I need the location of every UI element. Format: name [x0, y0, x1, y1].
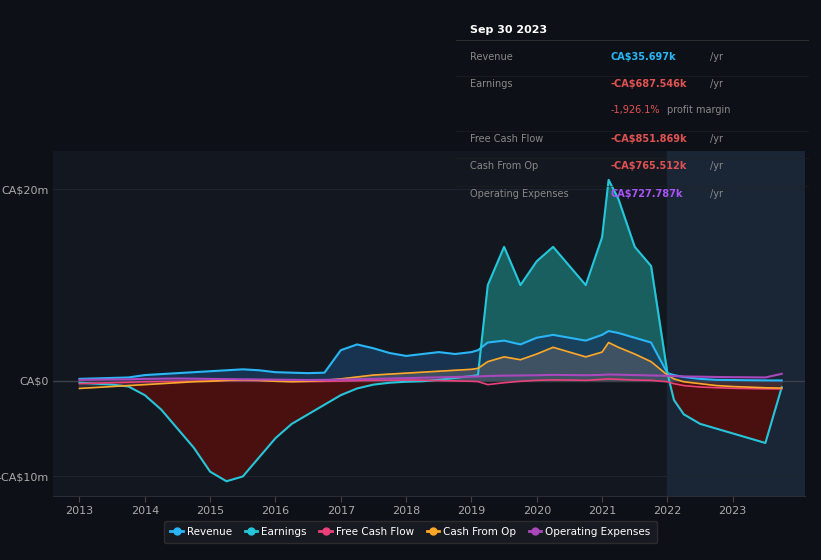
- Text: CA$727.787k: CA$727.787k: [611, 189, 684, 199]
- Text: profit margin: profit margin: [667, 105, 731, 115]
- Text: -CA$851.869k: -CA$851.869k: [611, 134, 688, 144]
- Text: Operating Expenses: Operating Expenses: [470, 189, 568, 199]
- Text: /yr: /yr: [710, 189, 722, 199]
- Text: Revenue: Revenue: [470, 52, 512, 62]
- Bar: [667, 151, 805, 496]
- Text: /yr: /yr: [710, 134, 722, 144]
- Legend: Revenue, Earnings, Free Cash Flow, Cash From Op, Operating Expenses: Revenue, Earnings, Free Cash Flow, Cash …: [164, 521, 657, 543]
- Text: -1,926.1%: -1,926.1%: [611, 105, 660, 115]
- Text: /yr: /yr: [710, 79, 722, 88]
- Text: Cash From Op: Cash From Op: [470, 161, 538, 171]
- Text: Earnings: Earnings: [470, 79, 512, 88]
- Text: /yr: /yr: [710, 161, 722, 171]
- Text: Sep 30 2023: Sep 30 2023: [470, 25, 547, 35]
- Text: -CA$687.546k: -CA$687.546k: [611, 79, 687, 88]
- Text: CA$35.697k: CA$35.697k: [611, 52, 677, 62]
- Text: -CA$765.512k: -CA$765.512k: [611, 161, 687, 171]
- Text: /yr: /yr: [710, 52, 722, 62]
- Text: Free Cash Flow: Free Cash Flow: [470, 134, 543, 144]
